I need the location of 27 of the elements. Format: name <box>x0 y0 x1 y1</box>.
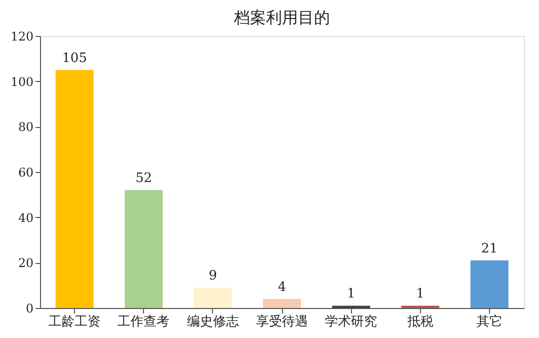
data-label: 21 <box>481 241 498 256</box>
bar <box>124 190 163 308</box>
data-label: 9 <box>208 268 217 284</box>
y-tick-label: 20 <box>18 256 34 270</box>
y-tick-label: 60 <box>18 166 34 180</box>
bar <box>194 288 232 308</box>
x-tick-label: 其它 <box>476 314 502 330</box>
data-label: 105 <box>62 51 87 66</box>
x-tick-label: 编史修志 <box>186 314 239 330</box>
bar <box>56 70 94 308</box>
data-label: 1 <box>416 286 424 302</box>
data-label: 1 <box>347 286 356 302</box>
y-tick-label: 0 <box>26 302 34 316</box>
x-tick-label: 抵税 <box>406 314 434 330</box>
x-tick-label: 工龄工资 <box>48 314 101 330</box>
data-label: 52 <box>135 171 152 186</box>
x-tick-label: 工作查考 <box>118 314 170 330</box>
y-tick-label: 120 <box>10 30 34 44</box>
y-tick-label: 100 <box>10 74 34 89</box>
data-label: 4 <box>278 280 286 295</box>
chart-title: 档案利用目的 <box>233 8 330 27</box>
y-tick-label: 80 <box>18 120 34 134</box>
x-tick-label: 学术研究 <box>325 314 378 330</box>
bar <box>263 298 301 308</box>
y-tick-label: 40 <box>18 210 34 225</box>
x-tick-label: 享受待遇 <box>256 314 308 330</box>
bar <box>470 260 508 308</box>
